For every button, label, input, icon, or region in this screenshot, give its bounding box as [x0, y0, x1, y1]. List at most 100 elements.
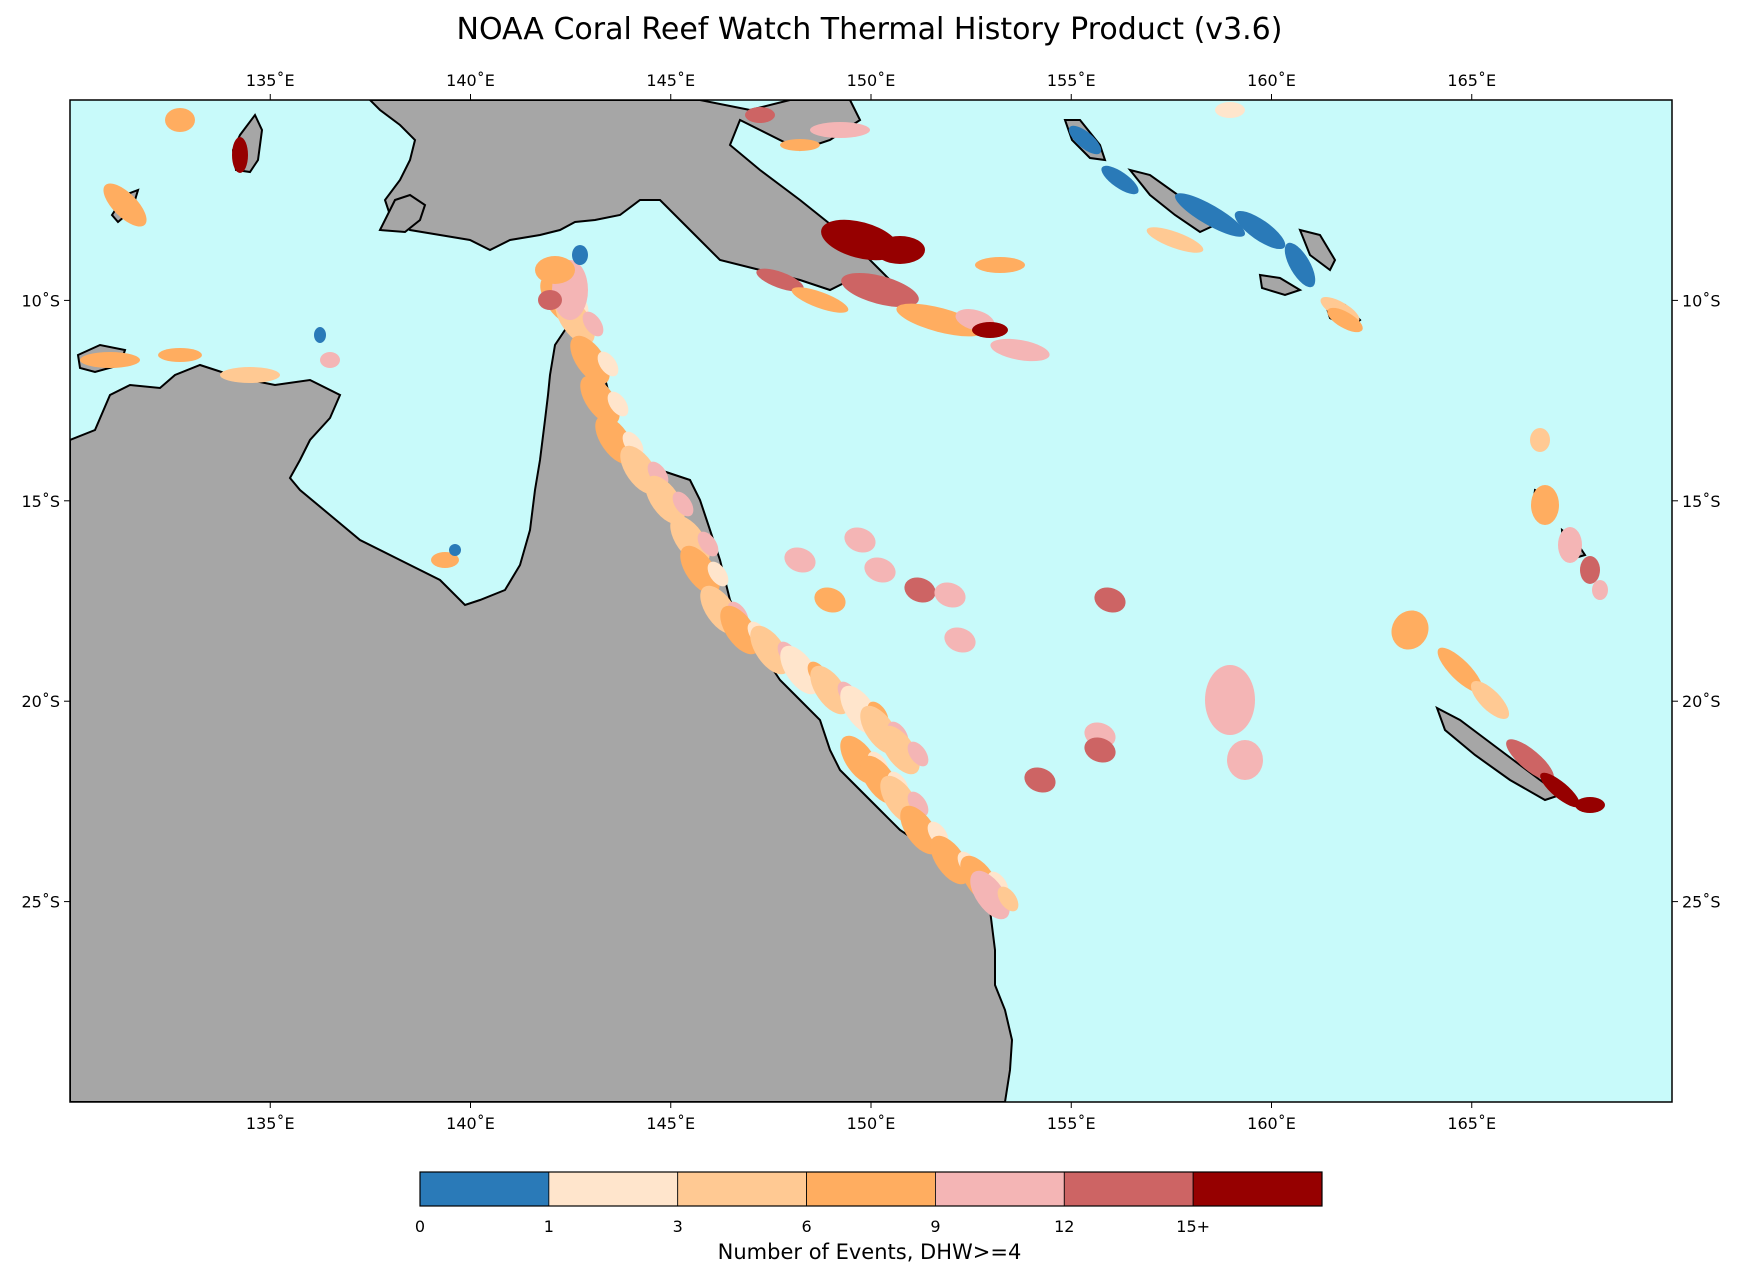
reef-cell — [570, 335, 610, 385]
colorbar-segment — [419, 1171, 550, 1207]
reef-cell — [697, 531, 719, 557]
colorbar-segment — [548, 1171, 679, 1207]
reef-cell — [158, 348, 202, 362]
lon-ticks-bottom: 135˚E 140˚E 145˚E 150˚E 155˚E 160˚E 165˚E — [246, 1102, 1496, 1133]
reef-cell — [449, 544, 461, 556]
lon-tick-label-top: 140˚E — [446, 71, 495, 90]
reef-cell — [431, 552, 459, 568]
reef-cell — [720, 605, 760, 655]
reef-cell — [900, 805, 940, 855]
reef-cell — [944, 627, 976, 653]
lat-tick-label-right: 10˚S — [1682, 291, 1721, 310]
thermal-event-cells — [80, 102, 1608, 920]
lat-tick-label-right: 20˚S — [1682, 692, 1721, 711]
reef-cell — [165, 108, 195, 132]
reef-cell — [80, 352, 140, 368]
frederik-hendrik-island — [378, 193, 427, 234]
reef-cell — [1558, 527, 1582, 563]
lat-tick-label-left: 20˚S — [21, 692, 60, 711]
reef-cell — [580, 375, 620, 425]
reef-cell — [1146, 227, 1204, 253]
reef-cell — [1101, 165, 1139, 195]
lon-tick-label-bottom: 135˚E — [246, 1114, 295, 1133]
reef-cell — [1227, 740, 1263, 780]
reef-cell — [314, 327, 326, 343]
reef-cell — [756, 268, 804, 292]
reef-cell — [1024, 767, 1056, 793]
reef-cell — [1470, 680, 1510, 720]
reef-cell — [1580, 556, 1600, 584]
reef-cell — [1327, 307, 1363, 333]
reef-cell — [582, 311, 604, 337]
colorbar-segment — [1063, 1171, 1194, 1207]
solomon-islands-3 — [1298, 228, 1337, 272]
reef-cell — [814, 587, 846, 613]
lat-tick-label-right: 25˚S — [1682, 893, 1721, 912]
colorbar-segment — [806, 1171, 936, 1207]
solomon-islands-4 — [1258, 273, 1303, 297]
lon-tick-label-bottom: 145˚E — [646, 1114, 695, 1133]
reef-cell — [1530, 428, 1550, 452]
reef-cell — [1540, 772, 1580, 808]
reef-cell — [1575, 797, 1605, 813]
reef-cell — [538, 290, 562, 310]
reef-cell — [844, 527, 876, 553]
reef-cell — [990, 338, 1050, 362]
reef-cell — [745, 107, 775, 123]
new-caledonia-island — [1435, 705, 1563, 802]
colorbar-tick-label: 3 — [672, 1217, 683, 1236]
reef-cell — [810, 122, 870, 138]
reef-cell — [841, 272, 919, 308]
colorbar-segment — [1192, 1171, 1323, 1207]
lat-tick-label-right: 15˚S — [1682, 492, 1721, 511]
reef-cell — [220, 367, 280, 383]
colorbar-tick-label: 12 — [1054, 1217, 1075, 1236]
reef-cell — [1068, 125, 1102, 155]
lon-tick-label-bottom: 155˚E — [1047, 1114, 1096, 1133]
reef-cell — [1531, 485, 1559, 525]
colorbar-tick-label: 1 — [543, 1217, 554, 1236]
colorbar-segment — [935, 1171, 1065, 1207]
reef-cell — [680, 545, 720, 595]
reef-cell — [975, 257, 1025, 273]
chart-title: NOAA Coral Reef Watch Thermal History Pr… — [456, 12, 1283, 47]
lat-tick-label-left: 25˚S — [21, 893, 60, 912]
reef-cell — [1094, 587, 1126, 613]
reef-cell — [875, 236, 925, 264]
lon-tick-label-bottom: 140˚E — [446, 1114, 495, 1133]
colorbar-label: Number of Events, DHW>=4 — [717, 1240, 1022, 1264]
reef-cell — [672, 491, 694, 517]
reef-cell — [880, 725, 920, 775]
colorbar-segment — [677, 1171, 807, 1207]
reef-cell — [784, 547, 816, 573]
lon-ticks-top: 135˚E 140˚E 145˚E 150˚E 155˚E 160˚E 165˚E — [246, 71, 1496, 100]
colorbar-tick-label: 0 — [414, 1217, 426, 1236]
reef-cell — [707, 561, 729, 587]
lon-tick-label-top: 160˚E — [1247, 71, 1296, 90]
reef-cell — [1391, 610, 1429, 650]
reef-cell — [780, 645, 820, 695]
reef-cell — [232, 137, 248, 173]
reef-cell — [645, 475, 685, 525]
reef-cell — [1175, 193, 1245, 237]
colorbar-frame — [419, 1171, 1323, 1207]
reef-cell — [597, 351, 619, 377]
lat-ticks-right: 10˚S 15˚S 20˚S 25˚S — [1672, 291, 1721, 912]
colorbar-tick-label: 15+ — [1176, 1217, 1211, 1236]
reef-cell — [907, 741, 929, 767]
reef-cell — [904, 577, 936, 603]
lon-tick-label-top: 145˚E — [646, 71, 695, 90]
reef-cell — [1215, 102, 1245, 118]
reef-cell — [810, 665, 850, 715]
lat-tick-label-left: 10˚S — [21, 291, 60, 310]
colorbar — [419, 1171, 1323, 1207]
lat-tick-label-left: 15˚S — [21, 492, 60, 511]
reef-cell — [970, 870, 1010, 920]
reef-cell — [997, 886, 1019, 912]
reef-cell — [572, 245, 588, 265]
lat-ticks-left: 10˚S 15˚S 20˚S 25˚S — [21, 291, 70, 912]
reef-cell — [1205, 665, 1255, 735]
reef-cell — [864, 557, 896, 583]
reef-cell — [930, 835, 970, 885]
